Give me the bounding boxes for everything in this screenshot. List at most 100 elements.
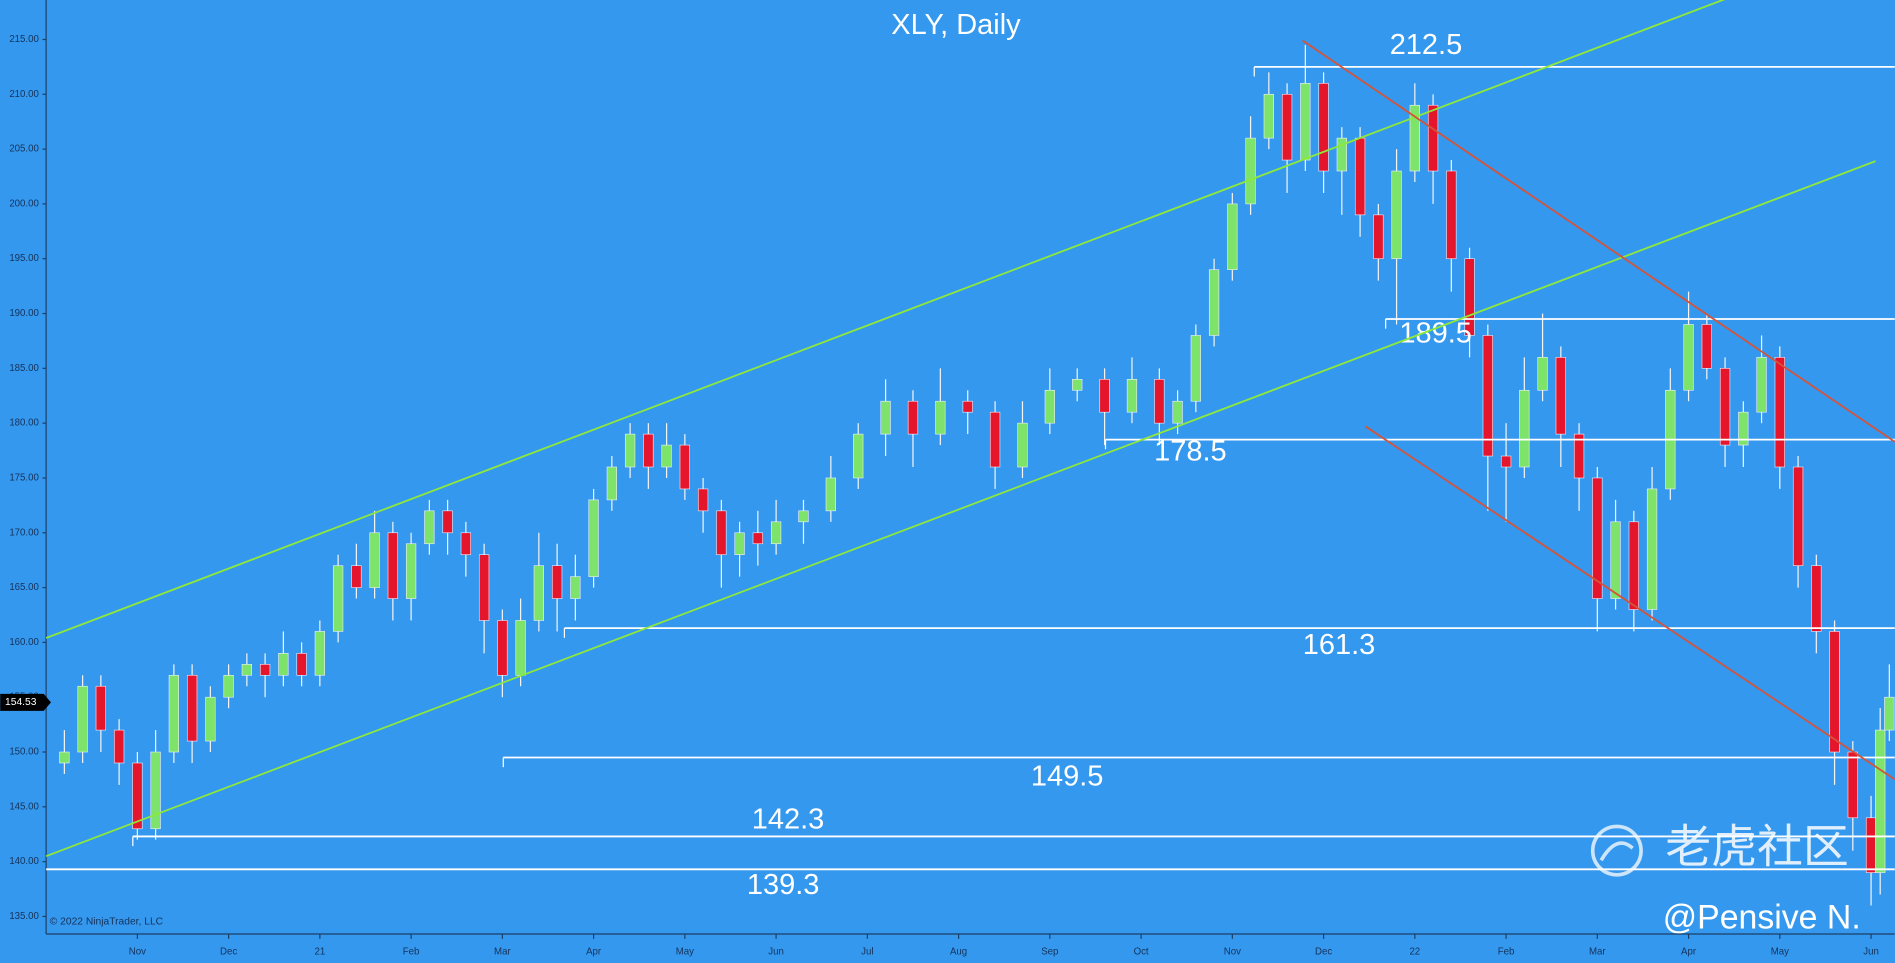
candle-body	[278, 653, 289, 676]
candle-body	[1829, 631, 1840, 753]
watermark-logo	[1590, 824, 1643, 877]
candle-body	[442, 510, 453, 534]
candle-body	[962, 400, 973, 413]
x-tick-label: Dec	[220, 947, 237, 958]
candle-body	[168, 674, 180, 753]
candle-body	[752, 532, 763, 545]
signature: @Pensive N.	[1663, 898, 1861, 936]
candle-body	[424, 510, 435, 545]
candle-body	[989, 411, 1001, 468]
candle-body	[1875, 729, 1886, 873]
candle-body	[1592, 477, 1603, 599]
candle-body	[1610, 521, 1621, 599]
candle-body	[533, 565, 544, 621]
candle-body	[1336, 137, 1347, 172]
trend-line	[45, 160, 1876, 858]
x-tick-label: 22	[1409, 947, 1420, 958]
level-label: 161.3	[1303, 629, 1376, 661]
candle-body	[497, 620, 508, 676]
candle-body	[1172, 400, 1183, 424]
candle-body	[241, 664, 253, 676]
candle-body	[1738, 411, 1749, 446]
candle-body	[1245, 137, 1256, 205]
candle-body	[1464, 258, 1475, 336]
x-tick-label: 21	[314, 947, 325, 958]
x-tick-label: Feb	[1498, 947, 1515, 958]
candle-body	[1865, 817, 1877, 873]
x-tick-label: Apr	[1681, 947, 1697, 958]
x-tick-label: Jul	[861, 947, 873, 958]
candle-body	[351, 565, 362, 588]
candle-body	[1482, 335, 1493, 457]
y-tick-label: 195.00	[9, 253, 39, 264]
x-tick-label: May	[676, 947, 694, 958]
candle-body	[1190, 335, 1201, 402]
x-tick-label: Jun	[1863, 947, 1879, 958]
chart-title: XLY, Daily	[891, 9, 1021, 41]
candle-body	[1126, 378, 1138, 413]
y-tick-label: 170.00	[9, 527, 39, 538]
candle-body	[1099, 378, 1110, 413]
candle-body	[853, 433, 864, 479]
y-tick-label: 205.00	[9, 144, 39, 155]
candle-body	[1884, 696, 1895, 731]
candle-body	[1756, 357, 1767, 413]
candle-body	[1774, 357, 1785, 468]
level-label: 139.3	[747, 869, 820, 901]
x-tick-label: Aug	[950, 947, 967, 958]
candle-body	[405, 543, 417, 599]
last-price-label: 154.53	[5, 697, 37, 708]
x-tick-label: Dec	[1315, 947, 1332, 958]
candle-body	[1263, 93, 1274, 139]
candle-body	[679, 444, 690, 490]
candle-body	[1409, 104, 1420, 172]
candle-body	[1391, 170, 1402, 260]
y-tick-label: 200.00	[9, 198, 39, 209]
candle-body	[1500, 455, 1512, 468]
trend-line	[45, 0, 1726, 639]
y-tick-label: 175.00	[9, 473, 39, 484]
candle-body	[77, 685, 88, 753]
candle-body	[1300, 83, 1311, 161]
x-tick-label: Oct	[1134, 947, 1149, 958]
candle-body	[1555, 357, 1566, 435]
candle-body	[1017, 422, 1028, 468]
candle-body	[369, 532, 380, 588]
x-tick-label: Nov	[1224, 947, 1241, 958]
candle-body	[935, 400, 946, 435]
x-tick-label: Nov	[129, 947, 146, 958]
candle-body	[643, 433, 654, 468]
candle-body	[907, 400, 919, 435]
candle-body	[387, 532, 398, 599]
level-label: 189.5	[1399, 317, 1472, 349]
candle-body	[1227, 203, 1238, 270]
candle-body	[478, 554, 490, 621]
y-tick-label: 140.00	[9, 856, 39, 867]
trend-line	[1302, 39, 1895, 443]
x-tick-label: Mar	[1589, 947, 1606, 958]
candle-body	[1646, 488, 1658, 610]
candle-body	[1792, 466, 1804, 566]
y-tick-label: 215.00	[9, 34, 39, 45]
candle-body	[1354, 137, 1366, 216]
candle-body	[880, 400, 891, 435]
candle-body	[332, 565, 344, 632]
candle-body	[1446, 170, 1457, 260]
candle-body	[1154, 378, 1165, 424]
candle-body	[1072, 378, 1083, 391]
watermark: 老虎社区	[1665, 821, 1849, 873]
candle-body	[1573, 433, 1585, 479]
y-tick-label: 185.00	[9, 363, 39, 374]
candle-body	[1719, 368, 1731, 446]
candle-body	[296, 653, 307, 676]
candle-body	[1427, 104, 1439, 172]
last-price-badge	[0, 693, 51, 711]
level-label: 212.5	[1390, 29, 1463, 61]
x-tick-label: Mar	[494, 947, 511, 958]
y-tick-label: 160.00	[9, 637, 39, 648]
candle-body	[825, 477, 836, 512]
y-tick-label: 210.00	[9, 89, 39, 100]
candle-body	[186, 674, 198, 742]
candle-body	[515, 620, 526, 676]
